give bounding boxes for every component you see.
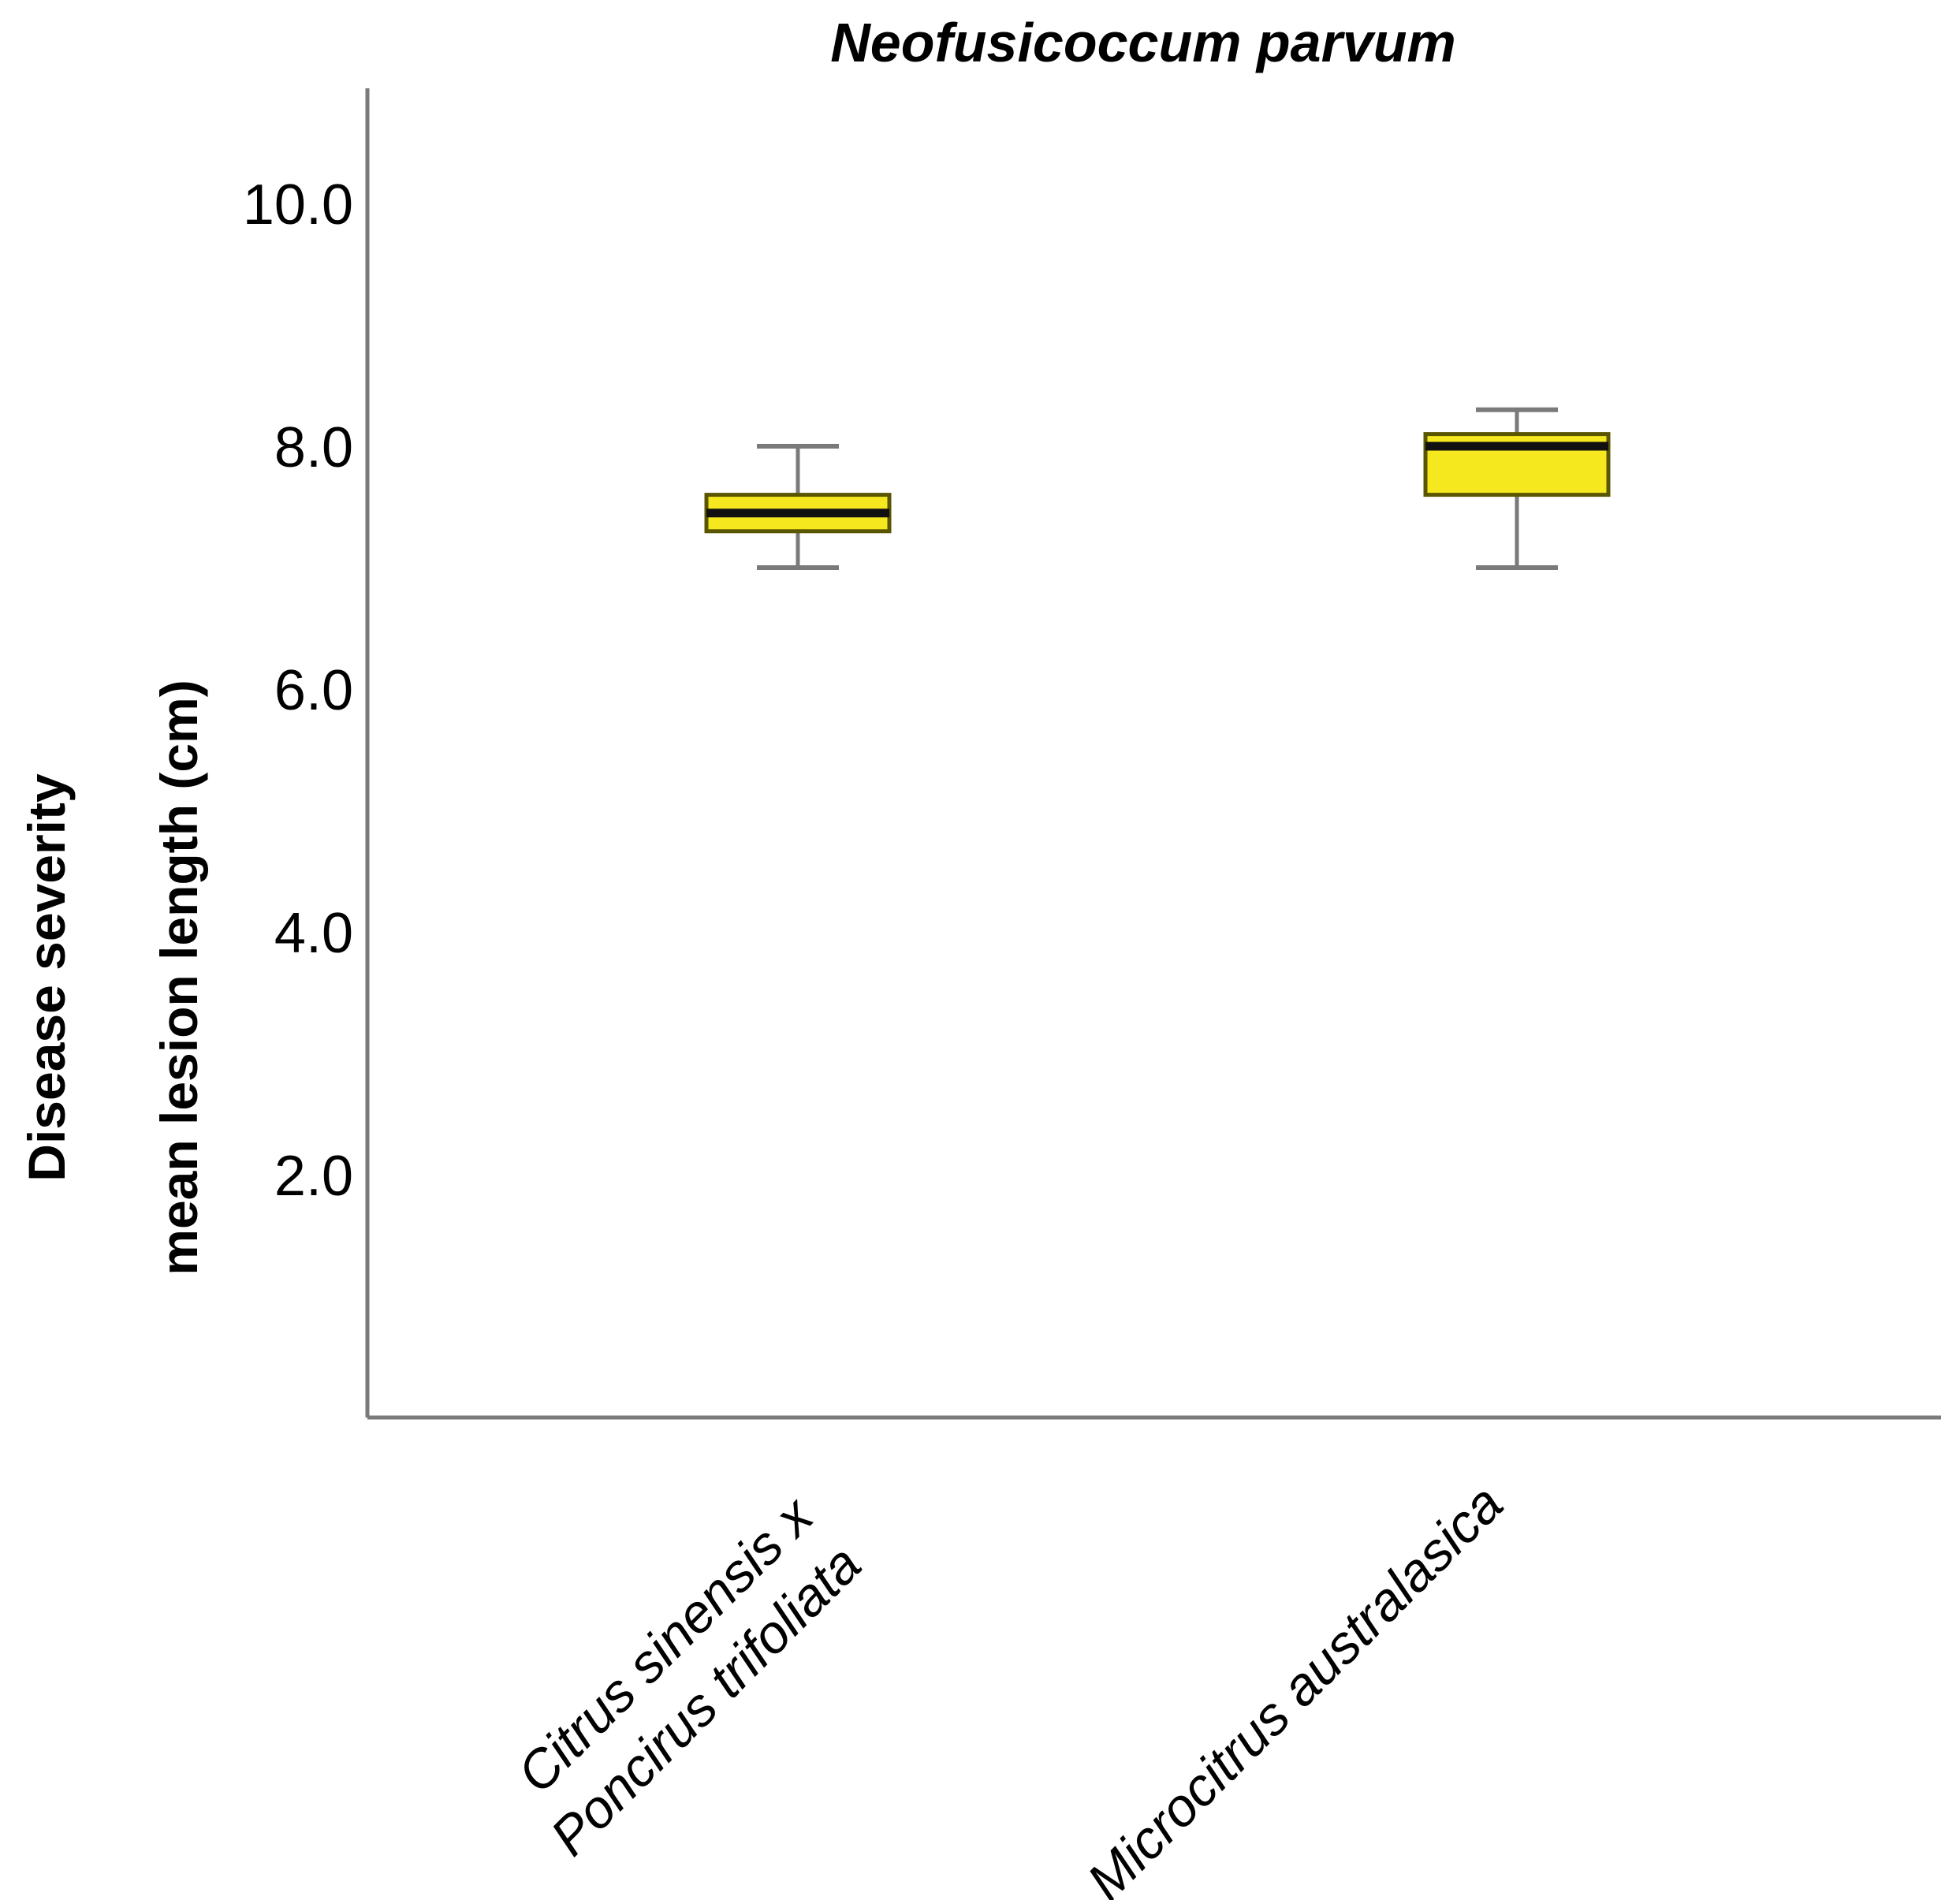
y-axis-label-line-1: Disease severity (17, 773, 76, 1182)
y-tick-label: 10.0 (243, 173, 353, 237)
box-plots (704, 407, 1611, 570)
y-axis-label: Disease severity mean lesion length (cm) (17, 680, 208, 1275)
chart-title: Neofusicoccum parvum (830, 12, 1456, 73)
box-plot (1423, 407, 1611, 570)
x-tick-label: Microcitrus australasica (1076, 1473, 1515, 1900)
y-tick-label: 4.0 (274, 902, 353, 965)
box-plot (704, 444, 892, 570)
y-tick-label: 2.0 (274, 1145, 353, 1208)
y-axis-label-line-2: mean lesion length (cm) (150, 680, 208, 1275)
y-tick-labels: 2.0 4.0 6.0 8.0 10.0 (243, 173, 353, 1208)
x-tick-label-line: Microcitrus australasica (1076, 1473, 1515, 1900)
y-tick-label: 6.0 (274, 659, 353, 722)
y-tick-label: 8.0 (274, 416, 353, 479)
axes (365, 88, 1941, 1420)
